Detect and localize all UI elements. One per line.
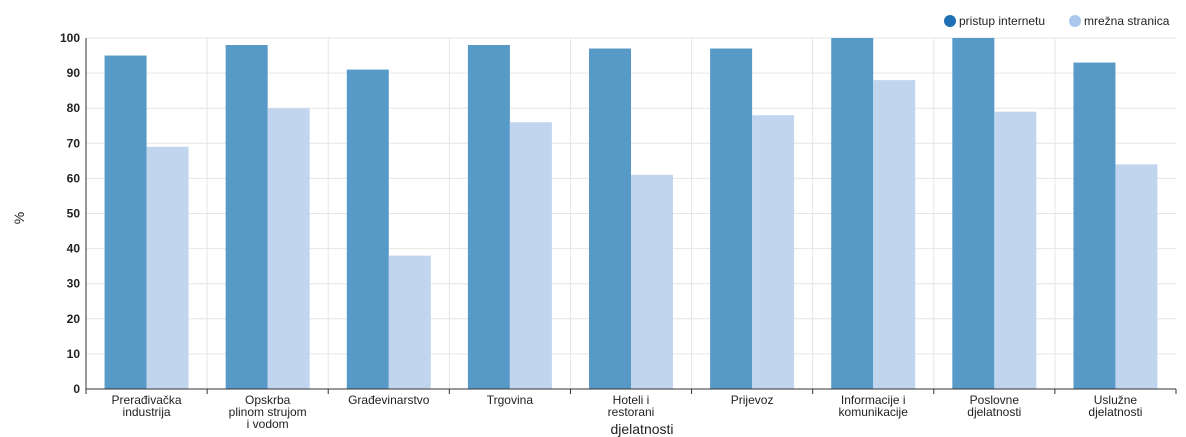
bar	[346, 69, 389, 389]
y-tick-label: 60	[67, 171, 81, 185]
x-tick-label: Hoteli i restorani	[608, 393, 655, 419]
bar	[873, 80, 916, 390]
bar	[225, 45, 268, 390]
x-tick-label-line: Uslužne	[1094, 393, 1138, 407]
y-tick-label: 10	[67, 347, 81, 361]
x-tick-label: Informacije i komunikacije	[839, 393, 909, 419]
y-tick-label: 30	[67, 277, 81, 291]
axes	[85, 38, 1177, 394]
bar	[104, 55, 147, 390]
x-tick-label: Prijevoz	[731, 393, 774, 407]
x-tick-label: Uslužne djelatnosti	[1088, 393, 1142, 419]
x-tick-label-line: plinom strujom	[229, 405, 307, 419]
bar	[589, 48, 631, 389]
bar	[1073, 62, 1116, 389]
x-tick-label-line: Informacije i	[841, 393, 906, 407]
x-tick-label-line: djelatnosti	[967, 405, 1021, 419]
x-tick-label: Prerađivačka industrija	[112, 393, 182, 419]
x-tick-label: Građevinarstvo	[348, 393, 430, 407]
bar	[146, 146, 189, 389]
x-tick-label-line: djelatnosti	[1088, 405, 1142, 419]
bar	[467, 45, 510, 390]
bar	[509, 122, 552, 390]
x-tick-label: Opskrba plinom strujom i vodom	[229, 393, 307, 431]
bar	[952, 38, 995, 389]
x-tick-label-line: Prerađivačka	[112, 393, 182, 407]
x-category-labels: Prerađivačka industrija Opskrba plinom stru…	[112, 393, 1143, 431]
legend: pristup internetu mrežna stranica	[944, 14, 1170, 28]
y-tick-label: 50	[67, 207, 81, 221]
y-tick-label: 70	[67, 136, 81, 150]
y-tick-label: 90	[67, 66, 81, 80]
bar	[831, 38, 874, 389]
legend-marker	[1069, 15, 1081, 27]
bar	[994, 111, 1037, 390]
x-tick-label-line: Prijevoz	[731, 393, 774, 407]
y-axis-title: %	[11, 212, 27, 224]
x-tick-label-line: Građevinarstvo	[348, 393, 430, 407]
x-tick-label-line: Opskrba	[245, 393, 291, 407]
x-tick-label-line: Poslovne	[970, 393, 1020, 407]
legend-label: pristup internetu	[959, 14, 1045, 28]
x-tick-label-line: Hoteli i	[613, 393, 650, 407]
bar	[710, 48, 753, 389]
y-tick-label: 20	[67, 312, 81, 326]
x-axis-title: djelatnosti	[610, 421, 673, 437]
bar	[752, 115, 795, 389]
y-tick-label: 40	[67, 242, 81, 256]
x-tick-label-line: komunikacije	[839, 405, 909, 419]
bar	[1115, 164, 1158, 389]
legend-label: mrežna stranica	[1084, 14, 1170, 28]
bar	[267, 108, 310, 389]
legend-marker	[944, 15, 956, 27]
y-tick-labels: 0 10 20 30 40 50 60 70 80 90 100	[60, 31, 80, 396]
bar	[388, 255, 431, 389]
x-tick-label-line: industrija	[123, 405, 171, 419]
bar	[631, 174, 673, 389]
x-tick-label-line: restorani	[608, 405, 655, 419]
x-tick-label: Trgovina	[487, 393, 534, 407]
x-tick-label-line: i vodom	[247, 417, 289, 431]
x-tick-label-line: Trgovina	[487, 393, 534, 407]
y-tick-label: 80	[67, 101, 81, 115]
y-tick-label: 100	[60, 31, 80, 45]
y-tick-label: 0	[73, 382, 80, 396]
x-tick-label: Poslovne djelatnosti	[967, 393, 1021, 419]
bars	[104, 38, 1158, 390]
